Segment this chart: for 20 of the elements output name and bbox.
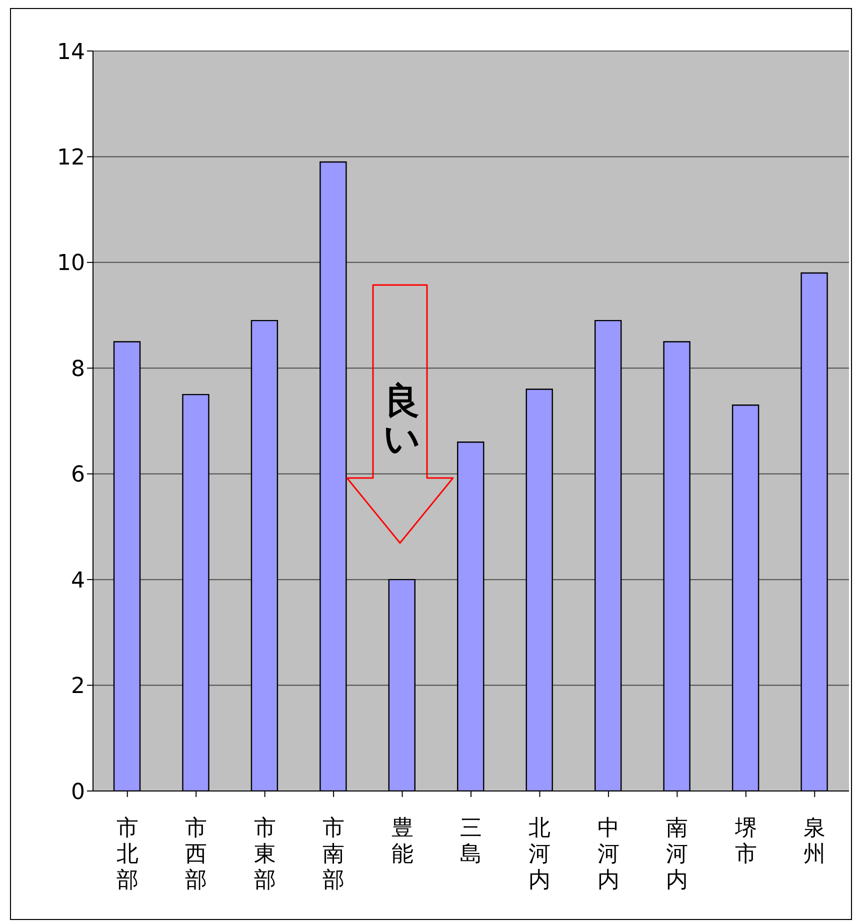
x-tick-label: 中河内 — [597, 816, 620, 893]
annotation: 良い — [382, 381, 422, 460]
x-tick-label: 北河内 — [528, 816, 551, 893]
x-tick-label: 堺市 — [734, 816, 757, 867]
x-tick-label: 市西部 — [185, 816, 208, 893]
y-tick-label: 14 — [57, 40, 85, 65]
y-tick-label: 4 — [71, 568, 85, 594]
y-tick-label: 8 — [71, 356, 85, 382]
x-tick-label: 市南部 — [322, 816, 345, 893]
x-tick-label: 市東部 — [254, 816, 276, 893]
y-tick-label: 10 — [57, 251, 85, 276]
y-tick-label: 12 — [57, 146, 85, 171]
y-tick-label: 0 — [71, 780, 85, 805]
y-tick-label: 6 — [71, 462, 85, 488]
y-tick-label: 2 — [71, 674, 85, 700]
x-tick-label: 豊能 — [391, 816, 414, 867]
x-tick-label: 三島 — [460, 816, 482, 867]
x-tick-label: 南河内 — [666, 816, 688, 893]
x-tick-label: 泉州 — [804, 816, 826, 867]
x-tick-label: 市北部 — [116, 816, 138, 893]
